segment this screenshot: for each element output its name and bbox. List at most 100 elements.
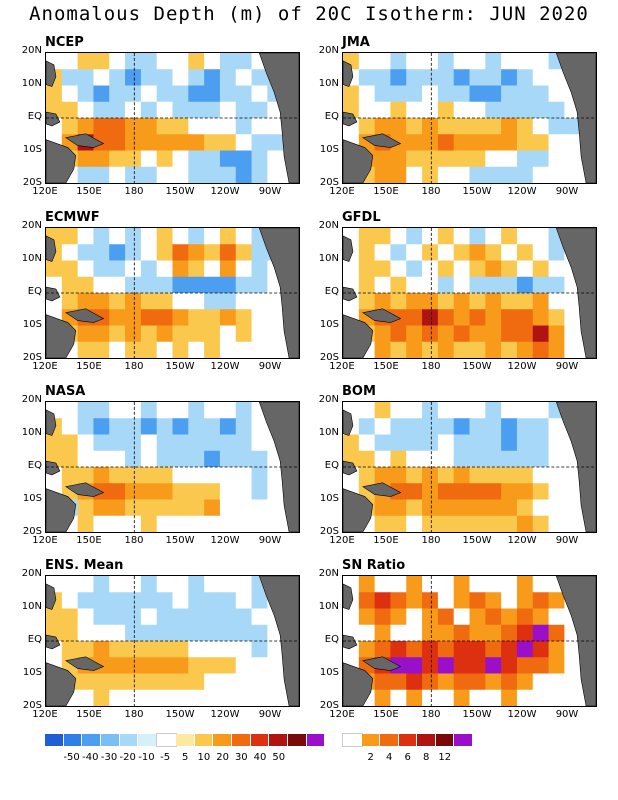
colorbar-swatch	[306, 734, 326, 746]
panel-bom: BOM 20N 10N EQ 10S 20S 120E 150E 180 150W 120W 90W	[319, 384, 597, 546]
anomaly-cell	[437, 293, 455, 310]
anomaly-cell	[93, 641, 110, 658]
anomaly-cell	[469, 53, 486, 70]
anomaly-cell	[422, 576, 439, 593]
anomaly-cell	[61, 69, 79, 86]
anomaly-cell	[485, 499, 502, 517]
anomaly-cell	[485, 689, 502, 706]
anomaly-cell	[156, 341, 173, 358]
anomaly-cell	[109, 260, 126, 278]
anomaly-cell	[485, 402, 502, 419]
anomaly-cell	[453, 276, 470, 294]
anomaly-cell	[140, 166, 158, 183]
lon-tick-label: 150W	[165, 361, 195, 372]
anomaly-cell	[156, 134, 173, 151]
map-nasa	[45, 401, 300, 533]
lat-tick-label: 10N	[318, 253, 339, 264]
map-sn	[342, 575, 597, 707]
anomaly-cell	[406, 244, 423, 261]
anomaly-cell	[235, 673, 253, 691]
anomaly-cell	[172, 608, 189, 626]
anomaly-cell	[235, 101, 253, 119]
colorbar-tick-label: 50	[272, 752, 286, 763]
lon-tick-label: 150E	[373, 535, 399, 546]
panel-label: NASA	[45, 384, 86, 399]
anomaly-cell	[204, 325, 221, 343]
anomaly-cell	[564, 657, 581, 674]
lat-tick-label: 20S	[22, 700, 42, 711]
anomaly-cell	[109, 483, 126, 500]
anomaly-cell	[219, 657, 237, 674]
anomaly-cell	[390, 341, 407, 358]
anomaly-cell	[548, 657, 565, 674]
anomaly-cell	[453, 228, 470, 245]
anomaly-cell	[125, 244, 142, 261]
anomaly-cell	[374, 341, 391, 358]
land-australia	[343, 488, 374, 532]
anomaly-cell	[267, 641, 284, 658]
anomaly-cell	[390, 118, 407, 135]
colorbar-tick-label: -5	[160, 752, 171, 763]
anomaly-cell	[390, 576, 407, 593]
anomaly-cell	[251, 641, 268, 658]
anomaly-cell	[46, 260, 63, 278]
anomaly-cell	[501, 228, 518, 245]
anomaly-cell	[251, 101, 268, 119]
colorbar-swatch	[435, 734, 454, 746]
anomaly-cell	[453, 515, 470, 532]
anomaly-cell	[204, 467, 221, 484]
anomaly-cell	[532, 467, 550, 484]
anomaly-cell	[156, 673, 173, 691]
land-indonesia	[46, 460, 61, 476]
anomaly-cell	[485, 101, 502, 119]
anomaly-cell	[77, 402, 94, 419]
anomaly-cell	[532, 69, 550, 86]
lon-tick-label: 120W	[210, 361, 240, 372]
anomaly-cell	[109, 166, 126, 183]
anomaly-cell	[140, 499, 158, 517]
land-australia	[343, 662, 374, 706]
land-americas	[258, 228, 299, 358]
anomaly-cell	[77, 641, 94, 658]
anomaly-cell	[267, 483, 284, 500]
anomaly-cell	[358, 118, 376, 135]
anomaly-cell	[140, 69, 158, 86]
anomaly-cell	[93, 673, 110, 691]
colorbar-swatch	[175, 734, 195, 746]
anomaly-cell	[156, 641, 173, 658]
anomaly-cell	[390, 53, 407, 70]
map-ecmwf	[45, 227, 300, 359]
lat-tick-label: 10N	[318, 427, 339, 438]
lon-tick-label: 90W	[258, 361, 282, 372]
anomaly-cell	[93, 450, 110, 468]
anomaly-cell	[564, 499, 581, 517]
anomaly-cell	[219, 467, 237, 484]
anomaly-cell	[61, 276, 79, 294]
anomaly-cell	[564, 134, 581, 151]
colorbar-tick-label: 40	[253, 752, 267, 763]
anomaly-cell	[374, 228, 391, 245]
anomaly-cell	[77, 276, 94, 294]
anomaly-cell	[501, 483, 518, 500]
anomaly-cell	[251, 592, 268, 609]
anomaly-cell	[516, 134, 534, 151]
anomaly-cell	[406, 434, 423, 452]
anomaly-cell	[469, 576, 486, 593]
land-new-guinea	[362, 133, 402, 148]
anomaly-cell	[140, 418, 158, 435]
anomaly-cell	[172, 450, 189, 468]
land-philippines	[46, 409, 57, 436]
anomaly-cell	[125, 69, 142, 86]
anomaly-cell	[219, 499, 237, 517]
anomaly-cell	[532, 608, 550, 626]
anomaly-cell	[437, 483, 455, 500]
lon-tick-label: 150W	[462, 361, 492, 372]
anomaly-cell	[469, 166, 486, 183]
anomaly-cell	[406, 118, 423, 135]
anomaly-cell	[516, 576, 534, 593]
anomaly-cell	[93, 467, 110, 484]
anomaly-cell	[469, 85, 486, 103]
anomaly-cell	[235, 118, 253, 135]
anomaly-cell	[235, 150, 253, 168]
anomaly-cell	[109, 402, 126, 419]
